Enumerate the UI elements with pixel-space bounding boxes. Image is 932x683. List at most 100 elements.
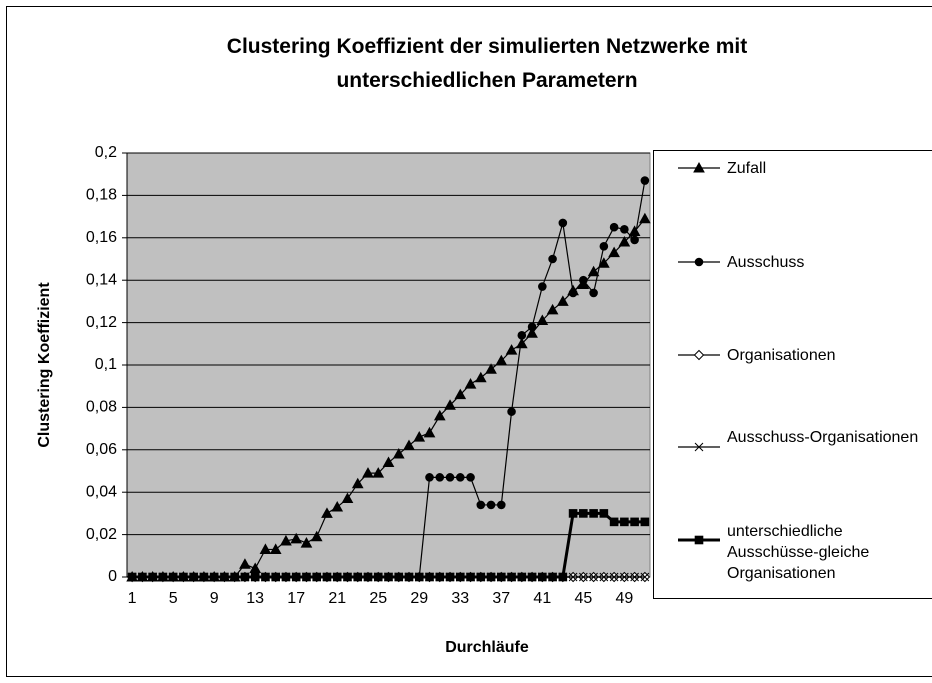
marker — [527, 572, 537, 582]
marker — [587, 265, 600, 277]
marker — [640, 517, 650, 527]
marker — [332, 572, 342, 582]
marker — [392, 448, 405, 459]
marker — [546, 303, 559, 315]
marker — [394, 572, 404, 582]
marker — [259, 543, 272, 554]
y-tick-label: 0,18 — [86, 187, 117, 204]
x-tick-label: 33 — [451, 590, 469, 607]
marker — [269, 543, 282, 554]
marker — [466, 473, 475, 482]
marker — [280, 534, 292, 546]
marker — [209, 572, 219, 582]
marker — [127, 572, 137, 582]
marker — [558, 218, 568, 228]
marker — [598, 257, 610, 268]
legend-label: Zufall — [727, 160, 767, 177]
x-tick-label: 13 — [246, 590, 264, 607]
x-tick-label: 41 — [533, 590, 551, 607]
y-tick-label: 0,06 — [86, 441, 117, 458]
marker — [455, 572, 465, 582]
marker — [435, 572, 445, 582]
marker — [486, 572, 496, 582]
marker — [290, 532, 303, 544]
marker — [599, 241, 609, 251]
marker — [620, 517, 629, 527]
marker — [507, 407, 516, 416]
marker — [608, 246, 620, 258]
marker — [455, 473, 465, 482]
marker — [495, 354, 508, 366]
marker — [579, 275, 588, 285]
marker — [526, 327, 538, 338]
y-tick-label: 0,04 — [86, 483, 117, 500]
marker — [435, 473, 445, 482]
marker — [639, 212, 651, 224]
legend-marker — [693, 161, 705, 173]
marker — [414, 572, 424, 582]
marker — [331, 501, 344, 512]
marker — [548, 254, 557, 264]
marker — [444, 399, 456, 410]
marker — [372, 467, 385, 478]
y-tick-label: 0,12 — [86, 314, 117, 331]
x-tick-label: 29 — [410, 590, 428, 607]
marker — [476, 572, 486, 582]
marker — [148, 572, 157, 582]
marker — [630, 235, 639, 245]
marker — [568, 509, 578, 518]
x-tick-label: 25 — [369, 590, 387, 607]
marker — [538, 282, 547, 291]
marker — [341, 492, 354, 504]
x-tick-label: 45 — [574, 590, 592, 607]
marker — [343, 572, 352, 582]
marker — [620, 572, 629, 582]
marker — [445, 572, 455, 582]
marker — [474, 371, 487, 383]
marker — [271, 572, 280, 582]
legend-marker — [693, 349, 705, 361]
marker — [199, 572, 209, 582]
marker — [321, 507, 333, 518]
x-tick-label: 17 — [287, 590, 305, 607]
marker — [599, 572, 609, 582]
x-tick-label: 37 — [492, 590, 510, 607]
marker — [384, 572, 393, 582]
marker — [239, 558, 251, 569]
marker — [351, 477, 364, 489]
marker — [158, 572, 168, 582]
x-tick-label: 1 — [128, 590, 137, 607]
marker — [353, 572, 363, 582]
marker — [425, 473, 434, 482]
x-tick-label: 21 — [328, 590, 346, 607]
marker — [507, 572, 516, 582]
x-axis-label: Durchläufe — [445, 639, 529, 656]
marker — [250, 572, 260, 582]
marker — [579, 509, 588, 518]
legend-box — [653, 150, 932, 599]
marker — [589, 288, 598, 298]
marker — [517, 331, 527, 340]
marker — [599, 509, 609, 518]
marker — [433, 409, 446, 421]
marker — [403, 439, 415, 451]
marker — [505, 344, 518, 355]
marker — [363, 572, 373, 582]
marker — [497, 500, 506, 510]
marker — [382, 456, 395, 468]
marker — [230, 572, 239, 582]
marker — [568, 288, 578, 298]
marker — [578, 572, 588, 582]
legend-label: Ausschuss-Organisationen — [727, 429, 919, 446]
y-axis-label: Clustering Koeffizient — [36, 282, 53, 448]
y-tick-label: 0,1 — [95, 356, 117, 373]
marker — [425, 572, 434, 582]
marker — [261, 572, 270, 582]
marker — [466, 572, 475, 582]
marker — [640, 572, 650, 582]
marker — [548, 572, 557, 582]
marker — [189, 572, 198, 582]
marker — [486, 500, 496, 510]
